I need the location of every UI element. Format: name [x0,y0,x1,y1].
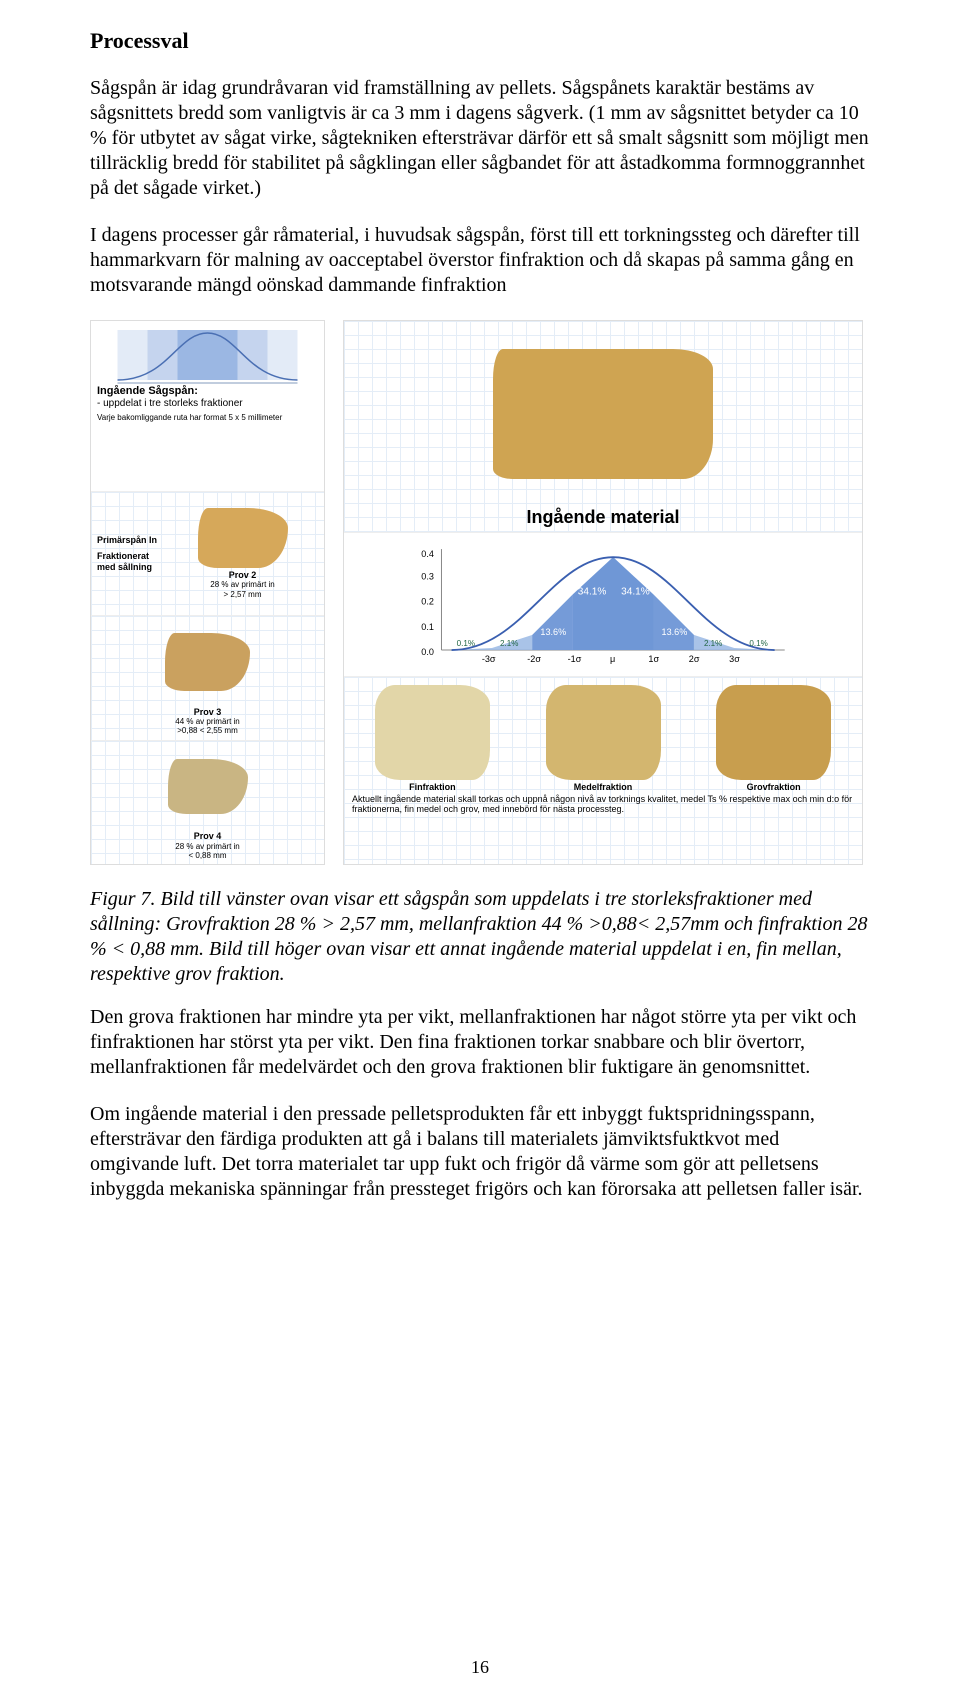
figure-right: Ingående material 0.0 0.1 0.2 0.3 0.4 3 [343,320,863,865]
page-heading: Processval [90,28,870,54]
svg-text:2σ: 2σ [689,654,700,664]
side-label-2: Fraktionerat med sållning [97,551,167,572]
fig-left-gridnote: Varje bakomliggande ruta har format 5 x … [97,413,318,422]
fraction-medel: Medelfraktion [521,685,686,792]
sample-4-pct: 28 % av primärt in [175,842,239,851]
svg-text:2.1%: 2.1% [500,639,518,648]
figure-caption: Figur 7. Bild till vänster ovan visar et… [90,887,870,987]
page-container: Processval Sågspån är idag grundråvaran … [0,0,960,1696]
sample-3-pct: 44 % av primärt in [175,717,239,726]
fig-left-sample-3: Prov 3 44 % av primärt in >0,88 < 2,55 m… [91,616,324,740]
sample-blob-4 [168,759,248,814]
fraction-row: Finfraktion Medelfraktion Grovfraktion [350,685,856,792]
svg-text:34.1%: 34.1% [621,586,650,597]
side-label-1: Primärspån In [97,535,167,545]
fig-left-subtitle: - uppdelat i tre storleks fraktioner [97,398,318,410]
svg-text:34.1%: 34.1% [578,586,607,597]
fig-left-sample-4: Prov 4 28 % av primärt in < 0,88 mm [91,741,324,864]
svg-text:0.1%: 0.1% [749,639,767,648]
bellcurve-right: 0.0 0.1 0.2 0.3 0.4 34.1% 34.1% 13.6% 13… [354,539,852,670]
svg-text:-2σ: -2σ [527,654,541,664]
svg-text:0.4: 0.4 [421,549,434,559]
paragraph-3: Den grova fraktionen har mindre yta per … [90,1005,870,1080]
svg-text:μ: μ [610,654,615,664]
fraction-fin: Finfraktion [350,685,515,792]
bellcurve-left [97,325,318,385]
svg-text:3σ: 3σ [729,654,740,664]
sample-2-label: Prov 2 [229,570,257,580]
frac-blob-fin [375,685,490,780]
fig-right-top: Ingående material [344,321,862,533]
sample-4-size: < 0,88 mm [188,851,226,860]
sample-3-size: >0,88 < 2,55 mm [177,726,237,735]
sample-2-pct: 28 % av primärt in [210,580,274,589]
paragraph-2: I dagens processer går råmaterial, i huv… [90,223,870,298]
fig-right-fractions: Finfraktion Medelfraktion Grovfraktion A… [344,677,862,864]
svg-text:13.6%: 13.6% [662,627,688,637]
frac-blob-medel [546,685,661,780]
paragraph-1: Sågspån är idag grundråvaran vid framstä… [90,76,870,201]
svg-text:0.2: 0.2 [421,596,434,606]
frac-label-grov: Grovfraktion [747,782,801,792]
right-big-title: Ingående material [350,507,856,528]
paragraph-4: Om ingående material i den pressade pell… [90,1102,870,1202]
sample-blob-2 [198,508,288,568]
frac-blob-grov [716,685,831,780]
fig-right-curve: 0.0 0.1 0.2 0.3 0.4 34.1% 34.1% 13.6% 13… [344,533,862,677]
frac-label-fin: Finfraktion [409,782,456,792]
frac-label-medel: Medelfraktion [574,782,633,792]
svg-text:13.6%: 13.6% [540,627,566,637]
svg-text:0.1: 0.1 [421,622,434,632]
svg-text:-1σ: -1σ [568,654,582,664]
sample-3-label: Prov 3 [194,707,222,717]
sample-4-label: Prov 4 [194,831,222,841]
page-number: 16 [0,1657,960,1678]
svg-text:-3σ: -3σ [482,654,496,664]
figures-row: Ingående Sågspån: - uppdelat i tre storl… [90,320,870,865]
svg-text:0.1%: 0.1% [457,639,475,648]
sample-blob-3 [165,633,250,691]
svg-text:0.3: 0.3 [421,571,434,581]
svg-text:0.0: 0.0 [421,647,434,657]
fraction-grov: Grovfraktion [691,685,856,792]
svg-text:1σ: 1σ [648,654,659,664]
sample-2-size: > 2,57 mm [223,590,261,599]
fig-left-sample-2: Primärspån In Fraktionerat med sållning … [91,492,324,616]
fig-left-title: Ingående Sågspån: [97,385,318,398]
fig-left-top: Ingående Sågspån: - uppdelat i tre storl… [91,321,324,492]
figure-left: Ingående Sågspån: - uppdelat i tre storl… [90,320,325,865]
right-top-blob [493,349,713,479]
svg-text:2.1%: 2.1% [704,639,722,648]
right-bottom-text: Aktuellt ingående material skall torkas … [350,792,856,817]
